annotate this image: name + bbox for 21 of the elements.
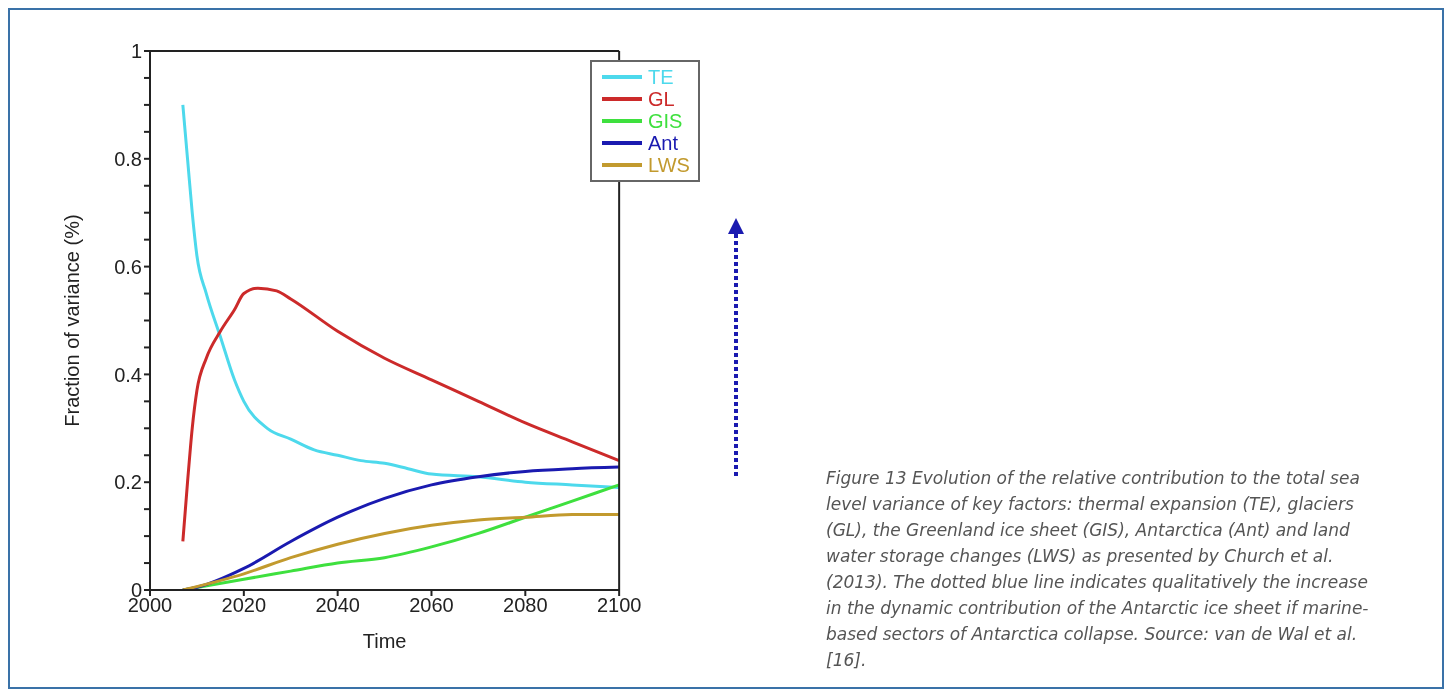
x-axis-title: Time xyxy=(362,630,407,652)
legend-label: LWS xyxy=(648,154,690,176)
line-series xyxy=(181,513,620,590)
caption: Figure 13 Evolution of the relative contribution to the total sea level variance of key factors: thermal expansion (TE), glaciers (GL), the Greenland ice sheet (GIS), Antarctica (Ant) and land water storage changes (LWS) as presented by Church et al. (2013). The dotted blue line indicates qualitatively the increase in the dynamic contribution of the Antarctic ice sheet if marine-based sectors of Antarctica collapse. Source: van de Wal et al. [16]. xyxy=(826,467,1370,672)
y-axis-title: Fraction of variance (%) xyxy=(61,214,84,427)
x-tick-label: 2100 xyxy=(596,594,642,617)
line-series xyxy=(181,286,620,543)
legend-label: GIS xyxy=(648,110,683,132)
legend-label: Ant xyxy=(648,132,679,154)
y-tick-label: 1 xyxy=(130,40,142,63)
x-tick-label: 2040 xyxy=(315,594,360,617)
x-tick-label: 2080 xyxy=(503,594,548,617)
x-tick-label: 2020 xyxy=(221,594,267,617)
y-tick-label: 0.2 xyxy=(114,471,142,494)
line-series xyxy=(181,103,620,490)
legend-label: GL xyxy=(648,88,675,110)
x-tick-label: 2060 xyxy=(409,594,454,617)
legend-label: TE xyxy=(648,66,674,88)
y-tick-label: 0.6 xyxy=(114,255,142,278)
y-tick-label: 0.8 xyxy=(114,147,142,170)
y-tick-label: 0.4 xyxy=(114,363,142,386)
